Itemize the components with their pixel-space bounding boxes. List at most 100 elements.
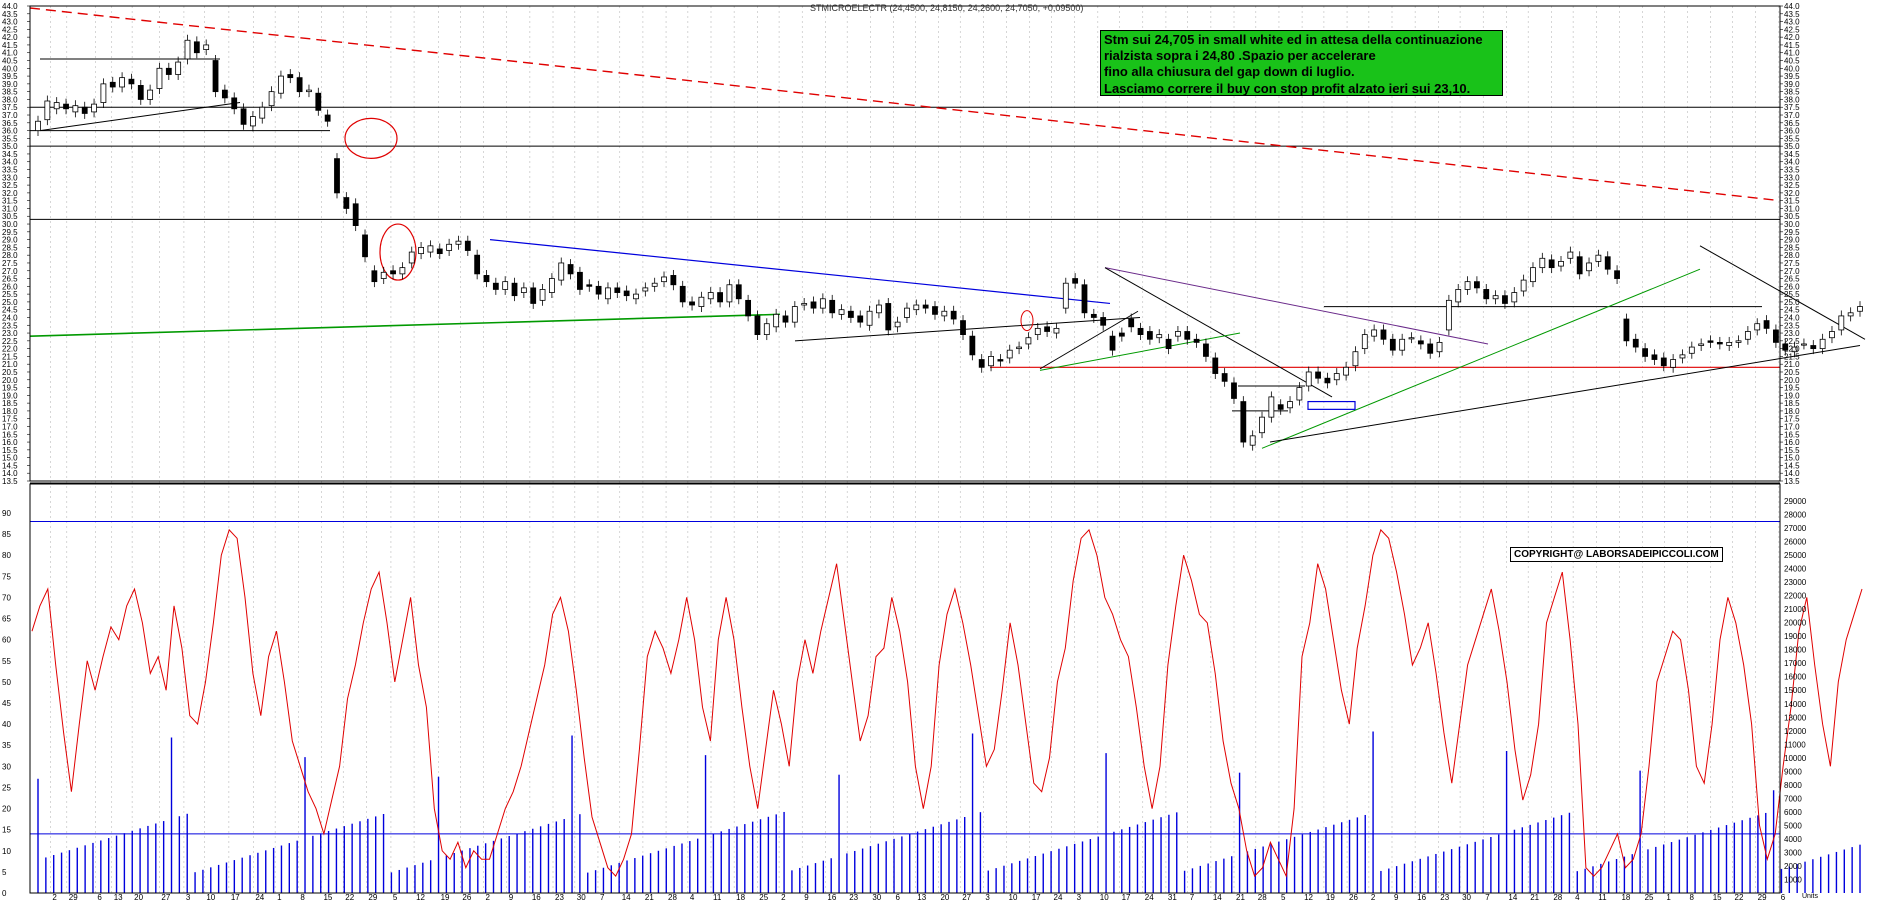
oscillator-tick: 10: [2, 847, 11, 856]
candle-up: [1492, 295, 1499, 300]
candle-up: [1249, 435, 1256, 446]
oscillator-tick: 15: [2, 826, 11, 835]
candle-down: [1483, 289, 1490, 300]
axes: [27, 5, 1783, 894]
price-tick-right: 43.0: [1784, 18, 1800, 27]
price-tick-left: 30.5: [2, 212, 18, 221]
candle-up: [100, 83, 107, 103]
price-tick-left: 16.0: [2, 438, 18, 447]
gap-circle: [379, 223, 417, 281]
candle-up: [91, 103, 97, 113]
date-tick: 9: [509, 893, 514, 902]
price-tick-left: 41.0: [2, 49, 18, 58]
price-tick-right: 39.5: [1784, 72, 1800, 81]
candle-down: [221, 89, 228, 99]
price-tick-right: 25.5: [1784, 290, 1800, 299]
candle-down: [1081, 284, 1088, 314]
analysis-line-1: Stm sui 24,705 in small white ed in atte…: [1104, 32, 1483, 47]
oscillator: [30, 520, 1863, 878]
candle-up: [1801, 343, 1807, 346]
price-tick-right: 35.5: [1784, 134, 1800, 143]
candlesticks: [35, 34, 1863, 451]
price-tick-left: 26.0: [2, 282, 18, 291]
candle-up: [1296, 387, 1303, 401]
oscillator-tick: 35: [2, 741, 11, 750]
candle-up: [707, 292, 714, 300]
trendlines: [29, 102, 1866, 449]
price-tick-right: 16.0: [1784, 438, 1800, 447]
date-tick: 1: [1666, 893, 1671, 902]
price-tick-left: 31.0: [2, 204, 18, 213]
price-tick-right: 17.5: [1784, 415, 1800, 424]
price-tick-left: 33.0: [2, 173, 18, 182]
price-tick-right: 13.5: [1784, 477, 1800, 486]
price-tick-left: 19.5: [2, 384, 18, 393]
candle-up: [801, 303, 808, 306]
price-tick-left: 40.5: [2, 57, 18, 66]
price-tick-left: 16.5: [2, 430, 18, 439]
date-tick: 21: [1530, 893, 1539, 902]
candle-down: [81, 106, 88, 114]
volume-tick: 15000: [1784, 686, 1807, 695]
date-tick: 5: [1281, 893, 1286, 902]
candle-down: [296, 77, 303, 93]
date-tick: 15: [323, 893, 332, 902]
candle-up: [175, 61, 182, 75]
candle-up: [1053, 327, 1060, 334]
date-tick: 23: [849, 893, 858, 902]
volume-tick: 26000: [1784, 538, 1807, 547]
price-tick-left: 29.0: [2, 236, 18, 245]
candle-down: [1044, 326, 1051, 332]
volume-tick: 29000: [1784, 497, 1807, 506]
oscillator-tick: 0: [2, 889, 7, 898]
candle-down: [577, 271, 583, 290]
date-tick: 14: [1508, 893, 1517, 902]
date-tick: 16: [827, 893, 836, 902]
candle-up: [1436, 341, 1443, 353]
price-tick-right: 39.0: [1784, 80, 1800, 89]
candle-down: [1380, 329, 1387, 340]
candle-up: [1408, 337, 1415, 340]
candle-up: [1062, 282, 1069, 309]
date-tick: 17: [1032, 893, 1041, 902]
candle-down: [1623, 318, 1630, 342]
candle-up: [539, 289, 546, 301]
candle-up: [1333, 373, 1340, 381]
date-tick: 31: [1168, 893, 1177, 902]
indicator-panel-frame: [29, 483, 1781, 894]
candle-up: [156, 67, 163, 89]
oscillator-tick: 45: [2, 699, 11, 708]
price-tick-right: 36.0: [1784, 127, 1800, 136]
oscillator-tick: 40: [2, 720, 11, 729]
candle-down: [1660, 357, 1667, 367]
volume-tick: 2000: [1784, 862, 1802, 871]
candle-down: [1240, 401, 1247, 443]
date-tick: 10: [206, 893, 215, 902]
candle-up: [1679, 354, 1686, 359]
candle-down: [932, 306, 938, 315]
price-tick-left: 36.5: [2, 119, 18, 128]
price-tick-right: 38.5: [1784, 88, 1800, 97]
price-tick-right: 40.5: [1784, 57, 1800, 66]
date-tick: 7: [1190, 893, 1195, 902]
price-tick-left: 29.5: [2, 228, 18, 237]
candle-down: [240, 108, 247, 125]
candle-down: [231, 97, 238, 110]
candle-up: [1268, 396, 1275, 418]
analysis-line-2: rialzista sopra i 24,80 .Spazio per acce…: [1104, 48, 1376, 64]
price-tick-right: 32.5: [1784, 181, 1800, 190]
candle-down: [689, 301, 695, 306]
candle-down: [371, 270, 378, 283]
candle-down: [390, 270, 396, 275]
candle-up: [250, 116, 256, 127]
candle-up: [1025, 337, 1032, 345]
candle-down: [1315, 371, 1321, 379]
candle-up: [988, 356, 994, 367]
price-tick-right: 21.0: [1784, 360, 1800, 369]
price-tick-left: 34.0: [2, 158, 18, 167]
price-tick-left: 20.5: [2, 368, 18, 377]
volume-tick: 6000: [1784, 808, 1802, 817]
price-tick-left: 17.5: [2, 415, 18, 424]
candle-down: [165, 67, 172, 75]
price-tick-right: 22.5: [1784, 337, 1800, 346]
